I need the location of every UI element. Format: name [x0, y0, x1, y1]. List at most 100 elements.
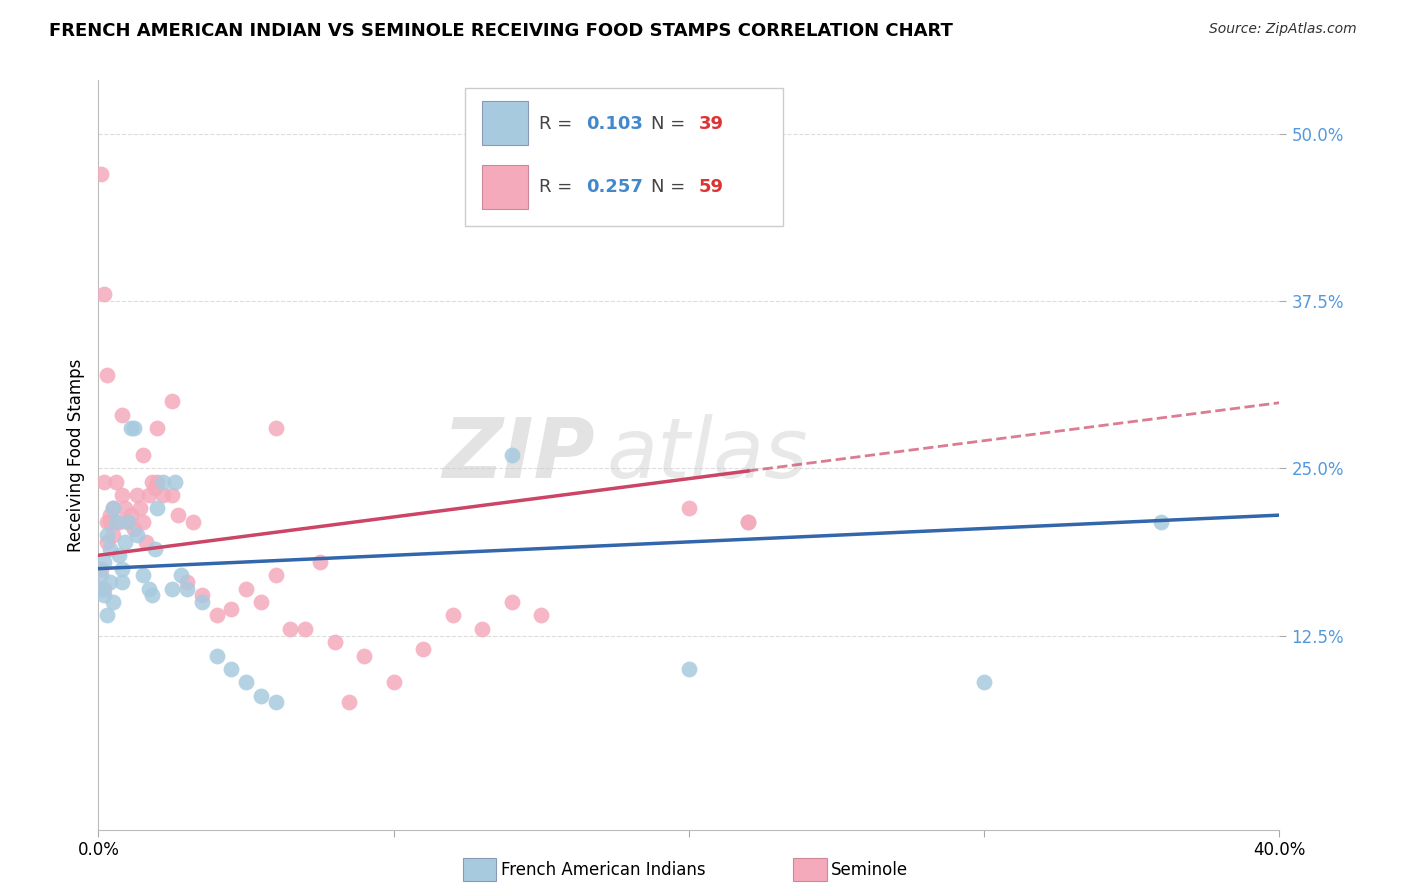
Point [93, 589, 115, 603]
Point [170, 568, 193, 582]
FancyBboxPatch shape [464, 87, 783, 227]
Text: R =: R = [538, 178, 578, 196]
Point [122, 521, 145, 535]
Point [181, 515, 204, 529]
Point [264, 696, 287, 710]
Text: French American Indians: French American Indians [501, 861, 706, 879]
Point [441, 608, 464, 623]
Point [96, 368, 118, 382]
Text: atlas: atlas [606, 415, 808, 495]
Point [90, 568, 112, 582]
Point [132, 568, 155, 582]
Point [280, 622, 302, 636]
Text: R =: R = [538, 115, 578, 133]
Point [176, 582, 198, 596]
Point [98, 575, 121, 590]
Point [138, 582, 160, 596]
Point [264, 568, 287, 582]
Point [120, 421, 142, 435]
Point [339, 696, 361, 710]
Point [90, 167, 112, 181]
Point [135, 534, 157, 549]
Text: 0.257: 0.257 [586, 178, 643, 196]
Point [309, 555, 332, 569]
Point [96, 534, 118, 549]
Point [96, 528, 118, 542]
Point [250, 689, 273, 703]
Point [1150, 515, 1173, 529]
Text: N =: N = [651, 115, 692, 133]
Point [152, 488, 174, 502]
Text: ZIP: ZIP [441, 415, 595, 495]
Point [191, 595, 214, 609]
Point [103, 595, 125, 609]
Point [111, 562, 134, 576]
Point [973, 675, 995, 690]
FancyBboxPatch shape [482, 102, 529, 145]
Point [90, 582, 112, 596]
Text: 59: 59 [699, 178, 724, 196]
Point [96, 515, 118, 529]
Point [141, 589, 163, 603]
Point [412, 642, 434, 657]
Point [138, 488, 160, 502]
Point [235, 675, 257, 690]
Point [141, 475, 163, 489]
Point [122, 421, 145, 435]
Point [221, 602, 243, 616]
Point [353, 648, 375, 663]
Point [108, 515, 131, 529]
Point [221, 662, 243, 676]
Point [117, 515, 139, 529]
Point [90, 582, 112, 596]
Point [98, 508, 121, 523]
Point [152, 475, 174, 489]
Point [114, 534, 136, 549]
Point [105, 515, 128, 529]
Y-axis label: Receiving Food Stamps: Receiving Food Stamps [66, 359, 84, 551]
Point [125, 528, 148, 542]
FancyBboxPatch shape [482, 165, 529, 209]
Text: FRENCH AMERICAN INDIAN VS SEMINOLE RECEIVING FOOD STAMPS CORRELATION CHART: FRENCH AMERICAN INDIAN VS SEMINOLE RECEI… [49, 22, 953, 40]
Point [323, 635, 346, 649]
Point [103, 528, 125, 542]
Point [93, 475, 115, 489]
Point [250, 595, 273, 609]
Point [93, 582, 115, 596]
Point [132, 515, 155, 529]
Point [162, 582, 183, 596]
Point [143, 482, 166, 496]
Point [103, 501, 125, 516]
Point [93, 287, 115, 301]
Point [162, 394, 183, 409]
Point [103, 501, 125, 516]
Point [471, 622, 494, 636]
Point [146, 501, 169, 516]
Point [167, 508, 190, 523]
Point [235, 582, 257, 596]
Point [114, 501, 136, 516]
Point [143, 541, 166, 556]
Point [108, 548, 131, 563]
Point [146, 475, 169, 489]
Point [98, 515, 121, 529]
Point [96, 608, 118, 623]
Point [264, 421, 287, 435]
Text: Seminole: Seminole [831, 861, 908, 879]
Text: 0.103: 0.103 [586, 115, 643, 133]
Point [176, 575, 198, 590]
Point [678, 662, 700, 676]
Point [132, 448, 155, 462]
Text: 39: 39 [699, 115, 724, 133]
Point [678, 501, 700, 516]
Point [120, 508, 142, 523]
Point [162, 488, 183, 502]
Point [382, 675, 405, 690]
Point [501, 595, 523, 609]
Point [191, 589, 214, 603]
Point [737, 515, 759, 529]
Point [105, 475, 128, 489]
Point [146, 421, 169, 435]
Point [111, 575, 134, 590]
Text: N =: N = [651, 178, 692, 196]
